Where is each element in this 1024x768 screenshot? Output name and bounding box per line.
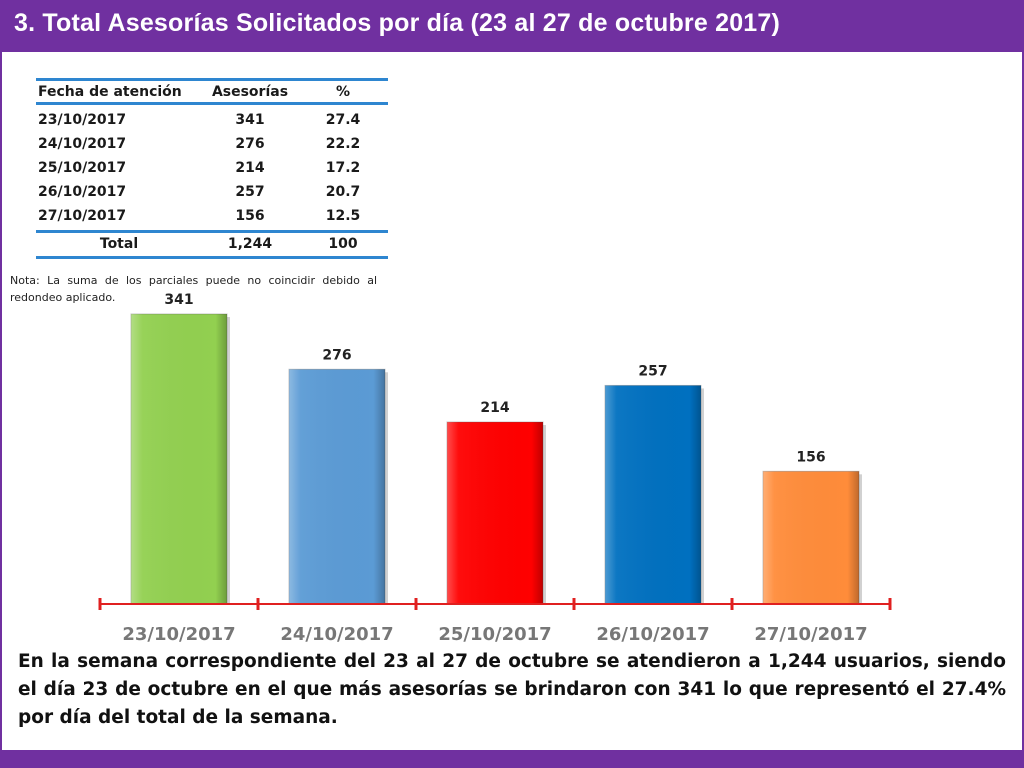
x-tick-label: 23/10/2017 <box>122 624 235 645</box>
row-date: 27/10/2017 <box>38 208 127 224</box>
x-tick-label: 24/10/2017 <box>280 624 393 645</box>
table-row: 26/10/2017 257 20.7 <box>36 180 388 204</box>
row-percent: 12.5 <box>325 208 361 224</box>
table-header-rule <box>36 102 388 105</box>
table-bottom-rule <box>36 256 388 259</box>
row-percent: 20.7 <box>325 184 361 200</box>
header-percent: % <box>335 84 351 100</box>
bar-highlight <box>605 385 701 604</box>
bar-highlight <box>763 471 859 604</box>
footnote: Nota: La suma de los parciales puede no … <box>10 274 377 304</box>
table-top-rule <box>36 78 388 81</box>
row-count: 276 <box>235 136 265 152</box>
data-label: 257 <box>638 363 667 379</box>
row-date: 25/10/2017 <box>38 160 127 176</box>
bar-chart: 341 23/10/2017 276 24/10/2017 214 25/10/2017 2… <box>98 292 892 645</box>
right-border <box>1022 52 1024 750</box>
table-total-row: Total 1,244 100 <box>36 232 388 256</box>
table-row: 25/10/2017 214 17.2 <box>36 156 388 180</box>
header-count: Asesorías <box>211 84 289 100</box>
footer-bar <box>0 750 1024 768</box>
x-tick-label: 26/10/2017 <box>596 624 709 645</box>
total-count: 1,244 <box>227 236 273 252</box>
bar-highlight <box>131 314 227 604</box>
bar-highlight <box>447 422 543 604</box>
row-count: 257 <box>235 184 265 200</box>
table-total-rule <box>36 230 388 233</box>
data-table: Fecha de atención Asesorías % 23/10/2017… <box>36 78 388 259</box>
row-date: 23/10/2017 <box>38 112 127 128</box>
total-label: Total <box>99 236 139 252</box>
row-date: 24/10/2017 <box>38 136 127 152</box>
header-date: Fecha de atención <box>38 84 182 100</box>
row-count: 214 <box>235 160 265 176</box>
data-label: 276 <box>322 347 351 363</box>
table-row: 23/10/2017 341 27.4 <box>36 108 388 132</box>
table-header-row: Fecha de atención Asesorías % <box>36 80 388 104</box>
x-tick-label: 27/10/2017 <box>754 624 867 645</box>
row-percent: 27.4 <box>325 112 361 128</box>
bar-highlight <box>289 369 385 604</box>
table-row: 27/10/2017 156 12.5 <box>36 204 388 228</box>
row-percent: 22.2 <box>325 136 361 152</box>
x-tick-label: 25/10/2017 <box>438 624 551 645</box>
table-row: 24/10/2017 276 22.2 <box>36 132 388 156</box>
total-percent: 100 <box>328 236 358 252</box>
page-title: 3. Total Asesorías Solicitados por día (… <box>14 9 781 37</box>
row-percent: 17.2 <box>325 160 361 176</box>
data-label: 341 <box>164 292 193 308</box>
title-bar: 3. Total Asesorías Solicitados por día (… <box>0 0 1024 52</box>
row-date: 26/10/2017 <box>38 184 127 200</box>
data-label: 214 <box>480 400 509 416</box>
row-count: 341 <box>235 112 265 128</box>
summary-text: En la semana correspondiente del 23 al 2… <box>18 651 1006 728</box>
data-label: 156 <box>796 449 825 465</box>
left-border <box>0 52 2 750</box>
row-count: 156 <box>235 208 265 224</box>
